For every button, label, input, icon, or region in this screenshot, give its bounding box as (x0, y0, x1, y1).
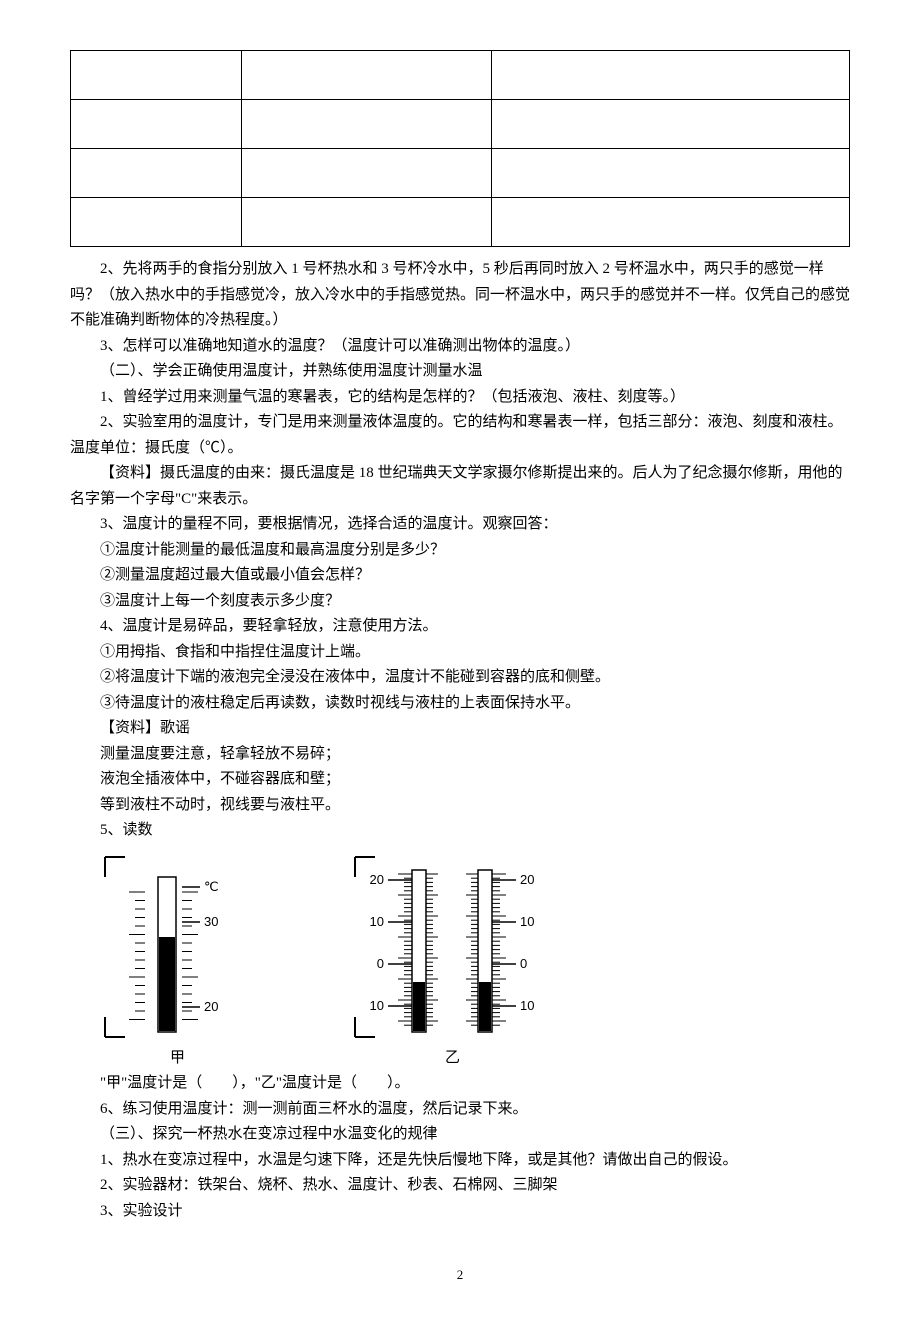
caption-b: 乙 (445, 1046, 460, 1072)
song-line-3: 等到液柱不动时，视线要与液柱平。 (70, 793, 850, 819)
resource-1: 【资料】摄氏温度的由来：摄氏温度是 18 世纪瑞典天文学家摄尔修斯提出来的。后人… (70, 461, 850, 512)
para-s2-1: 1、曾经学过用来测量气温的寒暑表，它的结构是怎样的？（包括液泡、液柱、刻度等。） (70, 385, 850, 411)
method-2: ②将温度计下端的液泡完全浸没在液体中，温度计不能碰到容器的底和侧壁。 (70, 665, 850, 691)
para-s2-6: 6、练习使用温度计：测一测前面三杯水的温度，然后记录下来。 (70, 1097, 850, 1123)
thermometer-a: ℃ 30 20 (100, 852, 240, 1042)
song-line-2: 液泡全插液体中，不碰容器底和壁； (70, 767, 850, 793)
svg-text:10: 10 (520, 914, 534, 929)
fill-blank: "甲"温度计是（ ），"乙"温度计是（ ）。 (70, 1071, 850, 1097)
section-2-title: （二）、学会正确使用温度计，并熟练使用温度计测量水温 (70, 359, 850, 385)
method-1: ①用拇指、食指和中指捏住温度计上端。 (70, 640, 850, 666)
svg-text:℃: ℃ (204, 879, 219, 894)
svg-text:20: 20 (204, 999, 218, 1014)
para-3: 3、怎样可以准确地知道水的温度？（温度计可以准确测出物体的温度。） (70, 334, 850, 360)
svg-text:0: 0 (520, 956, 527, 971)
svg-text:30: 30 (204, 914, 218, 929)
question-1: ①温度计能测量的最低温度和最高温度分别是多少？ (70, 538, 850, 564)
thermometer-diagrams: ℃ 30 20 20 10 0 10 20 10 0 10 (100, 852, 850, 1042)
svg-text:20: 20 (520, 872, 534, 887)
blank-table (70, 50, 850, 247)
svg-text:10: 10 (520, 998, 534, 1013)
thermometer-b: 20 10 0 10 20 10 0 10 (350, 852, 550, 1042)
para-s3-2: 2、实验器材：铁架台、烧杯、热水、温度计、秒表、石棉网、三脚架 (70, 1173, 850, 1199)
question-2: ②测量温度超过最大值或最小值会怎样？ (70, 563, 850, 589)
method-3: ③待温度计的液柱稳定后再读数，读数时视线与液柱的上表面保持水平。 (70, 691, 850, 717)
song-line-1: 测量温度要注意，轻拿轻放不易碎； (70, 742, 850, 768)
para-s2-2: 2、实验室用的温度计，专门是用来测量液体温度的。它的结构和寒暑表一样，包括三部分… (70, 410, 850, 461)
svg-text:0: 0 (377, 956, 384, 971)
svg-text:20: 20 (370, 872, 384, 887)
para-s2-4: 4、温度计是易碎品，要轻拿轻放，注意使用方法。 (70, 614, 850, 640)
caption-a: 甲 (170, 1046, 185, 1072)
section-3-title: （三）、探究一杯热水在变凉过程中水温变化的规律 (70, 1122, 850, 1148)
para-s2-3: 3、温度计的量程不同，要根据情况，选择合适的温度计。观察回答： (70, 512, 850, 538)
para-s3-1: 1、热水在变凉过程中，水温是匀速下降，还是先快后慢地下降，或是其他？请做出自己的… (70, 1148, 850, 1174)
para-s3-3: 3、实验设计 (70, 1199, 850, 1225)
svg-text:10: 10 (370, 998, 384, 1013)
question-3: ③温度计上每一个刻度表示多少度？ (70, 589, 850, 615)
para-2: 2、先将两手的食指分别放入 1 号杯热水和 3 号杯冷水中，5 秒后再同时放入 … (70, 257, 850, 334)
page-number: 2 (70, 1264, 850, 1286)
svg-text:10: 10 (370, 914, 384, 929)
para-s2-5: 5、读数 (70, 818, 850, 844)
resource-2: 【资料】歌谣 (70, 716, 850, 742)
